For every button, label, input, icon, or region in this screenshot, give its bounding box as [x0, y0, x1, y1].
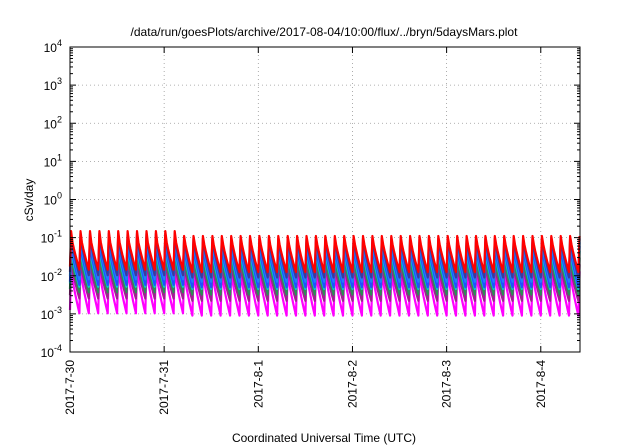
- y-axis-label: cSv/day: [22, 179, 36, 222]
- y-tick-label: 101: [44, 152, 62, 169]
- y-tick-label: 10-3: [41, 305, 62, 322]
- x-tick-label: 2017-7-31: [157, 360, 171, 415]
- x-axis-label: Coordinated Universal Time (UTC): [232, 431, 416, 445]
- y-tick-label: 10-4: [41, 343, 62, 360]
- chart-title: /data/run/goesPlots/archive/2017-08-04/1…: [131, 25, 519, 39]
- y-tick-label: 100: [44, 191, 62, 208]
- x-tick-label: 2017-8-1: [251, 360, 265, 408]
- y-tick-label: 103: [44, 76, 62, 93]
- x-tick-label: 2017-7-30: [63, 360, 77, 415]
- series-line: [68, 230, 581, 274]
- series-layer: [68, 230, 581, 317]
- y-tick-label: 102: [44, 114, 62, 131]
- x-tick-label: 2017-8-4: [534, 360, 548, 408]
- y-tick-label: 104: [44, 38, 62, 55]
- axis-ticks: [69, 46, 580, 353]
- y-tick-label: 10-2: [41, 267, 62, 284]
- x-tick-labels: 2017-7-30 2017-7-31 2017-8-1 2017-8-2 2017-8…: [63, 360, 548, 415]
- x-tick-label: 2017-8-3: [440, 360, 454, 408]
- x-tick-label: 2017-8-2: [345, 360, 359, 408]
- y-tick-label: 10-1: [41, 229, 62, 246]
- y-tick-labels: 10-4 10-3 10-2 10-1 100 101 102 103 104: [41, 38, 62, 360]
